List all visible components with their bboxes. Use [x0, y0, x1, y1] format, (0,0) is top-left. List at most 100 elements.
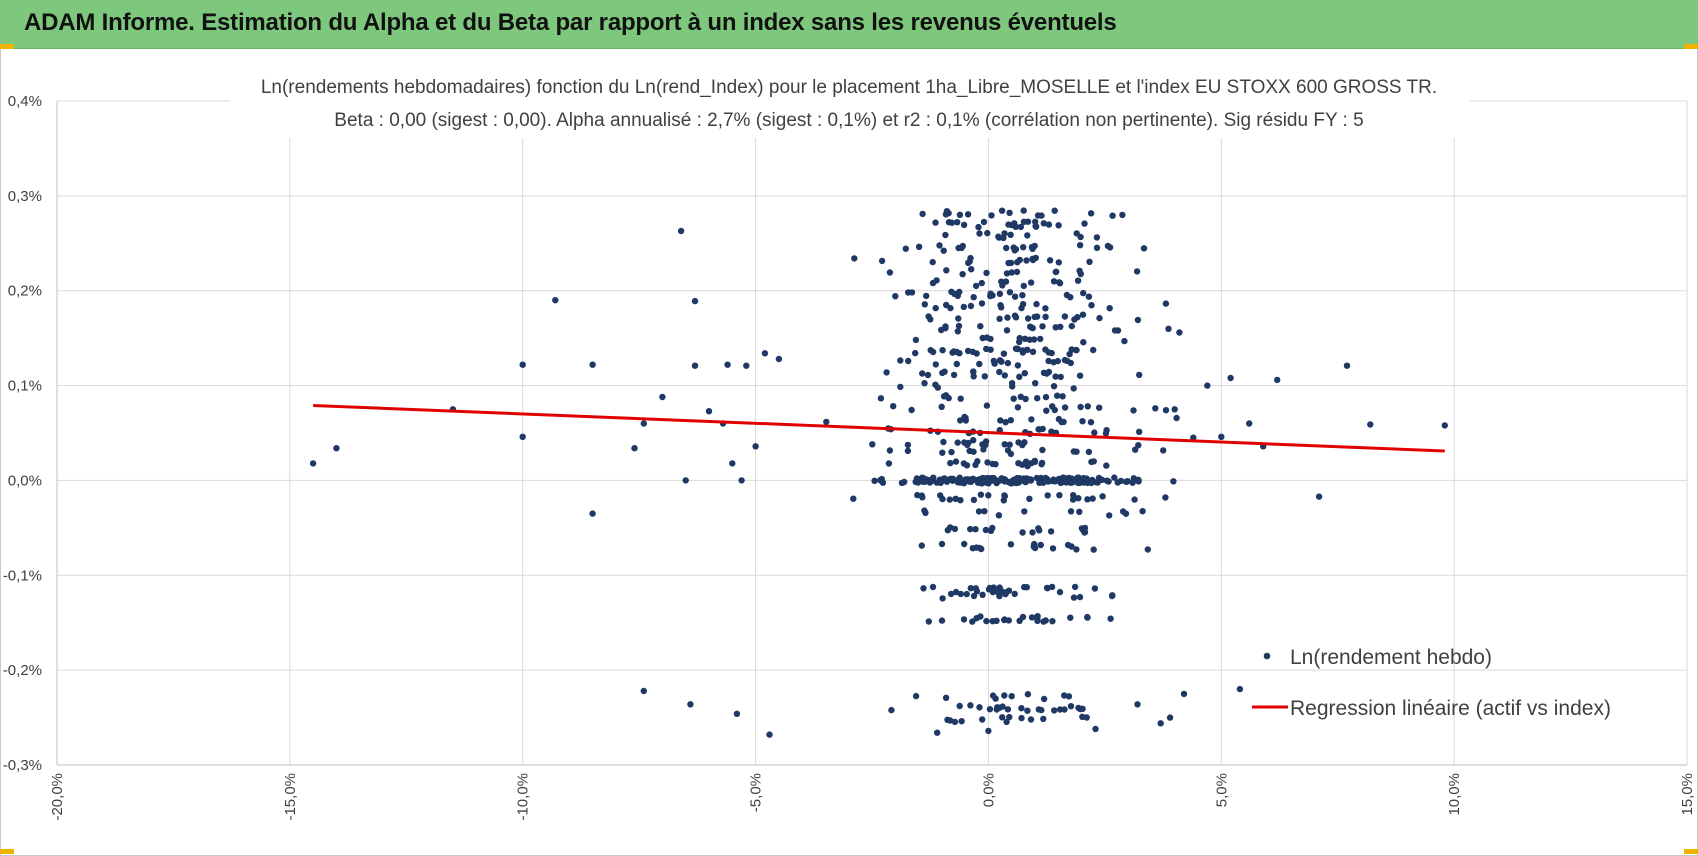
data-point [743, 362, 750, 369]
data-point [1090, 346, 1097, 354]
data-point [961, 413, 968, 421]
data-point [1056, 706, 1064, 713]
data-point [960, 221, 968, 229]
data-point [1052, 324, 1059, 331]
chart-title: Ln(rendements hebdomadaires) fonction du… [260, 77, 1438, 98]
x-tick-label: 0,0% [980, 773, 997, 807]
data-point [1090, 458, 1098, 465]
data-point [955, 315, 962, 322]
data-point [1068, 346, 1075, 353]
data-point [1084, 403, 1092, 410]
data-point [1136, 428, 1143, 435]
data-point [1106, 244, 1114, 251]
data-point [886, 269, 894, 276]
data-point [960, 616, 968, 623]
data-point [929, 258, 936, 266]
data-point [1006, 441, 1013, 448]
data-point [979, 716, 986, 723]
data-point [1084, 496, 1091, 503]
data-point [1007, 541, 1015, 548]
data-point [1028, 324, 1035, 331]
data-point [967, 302, 975, 310]
data-point [918, 542, 925, 549]
data-point [1165, 325, 1172, 332]
x-tick-label: -15,0% [282, 773, 299, 821]
data-point [1055, 415, 1063, 423]
data-point [1042, 393, 1050, 401]
data-point [1114, 479, 1121, 486]
data-point [1004, 359, 1012, 367]
data-point [925, 313, 932, 320]
data-point [1076, 372, 1084, 379]
data-point [1173, 414, 1180, 422]
data-point [877, 477, 884, 484]
data-point [851, 255, 858, 262]
data-point [1367, 421, 1374, 428]
data-point [1042, 305, 1049, 312]
legend-point-marker [1263, 652, 1271, 660]
data-point [939, 347, 946, 354]
data-point [921, 380, 928, 387]
data-point [682, 477, 689, 484]
data-point [1076, 479, 1083, 486]
data-point [1180, 690, 1188, 698]
data-point [1026, 336, 1033, 343]
data-point [1042, 313, 1049, 320]
data-point [980, 475, 987, 482]
y-tick-label: -0,3% [3, 757, 42, 774]
data-point [1130, 407, 1137, 414]
data-point [952, 458, 960, 465]
chart-subtitle: Beta : 0,00 (sigest : 0,00). Alpha annua… [334, 110, 1364, 131]
data-point [912, 336, 920, 344]
corner-accent-bottom-right [1684, 849, 1698, 854]
data-point [1020, 218, 1028, 225]
data-point [888, 706, 895, 714]
data-point [1028, 416, 1035, 423]
data-point [904, 447, 912, 455]
data-point [985, 727, 992, 735]
data-point [978, 300, 986, 307]
data-point [1065, 693, 1073, 700]
data-point [1005, 221, 1012, 228]
data-point [885, 460, 893, 467]
data-point [951, 525, 959, 533]
data-point [970, 294, 977, 301]
data-point [1010, 395, 1017, 402]
data-point [970, 368, 977, 375]
data-point [1108, 592, 1116, 600]
data-point [1077, 403, 1084, 411]
data-point [1204, 382, 1211, 389]
data-point [1052, 373, 1059, 380]
data-point [970, 496, 978, 504]
data-point [1001, 616, 1008, 624]
data-point [1093, 234, 1101, 241]
data-point [1089, 495, 1096, 502]
data-point [1136, 371, 1143, 379]
data-point [1056, 279, 1063, 286]
data-point [954, 439, 961, 446]
data-point [1061, 692, 1068, 699]
data-point [1080, 339, 1087, 346]
legend: Ln(rendement hebdo) Regression linéaire … [1252, 646, 1611, 720]
data-point [1139, 508, 1146, 515]
data-point [1034, 395, 1041, 402]
data-point [1024, 691, 1032, 698]
data-point [988, 212, 995, 219]
data-point [1039, 479, 1046, 486]
data-point [892, 293, 899, 300]
data-point [1028, 614, 1036, 621]
data-point [914, 491, 921, 499]
data-point [1005, 587, 1013, 594]
data-point [1106, 305, 1113, 312]
data-point [959, 271, 966, 278]
data-point [984, 229, 991, 237]
data-point [954, 219, 961, 226]
data-point [1092, 725, 1099, 733]
data-point [1236, 685, 1244, 693]
data-point [973, 588, 981, 595]
data-point [1135, 442, 1142, 449]
data-point [1024, 707, 1031, 714]
data-point [1037, 335, 1044, 343]
data-point [1076, 242, 1084, 249]
data-point [1079, 705, 1086, 712]
